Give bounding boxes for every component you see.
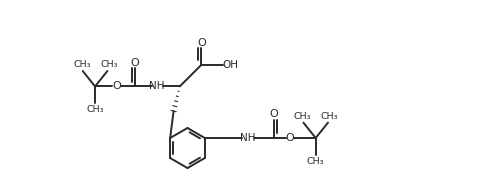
Text: O: O [285,133,294,143]
Text: CH₃: CH₃ [86,105,104,114]
Text: CH₃: CH₃ [293,112,310,121]
Text: OH: OH [222,60,239,70]
Text: O: O [131,58,140,68]
Text: NH: NH [240,133,256,143]
Text: O: O [197,37,206,48]
Text: CH₃: CH₃ [100,60,118,69]
Text: NH: NH [149,81,164,91]
Text: O: O [270,109,278,119]
Text: O: O [112,81,121,91]
Text: CH₃: CH₃ [321,112,338,121]
Text: CH₃: CH₃ [74,60,92,69]
Text: CH₃: CH₃ [307,157,324,166]
